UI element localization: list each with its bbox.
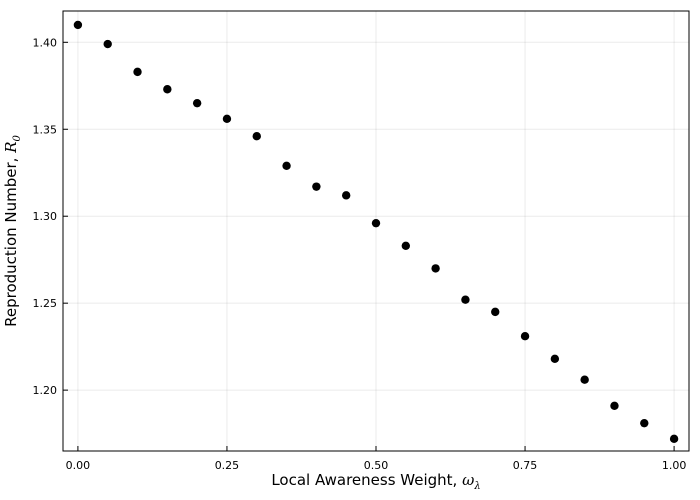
data-point	[610, 401, 619, 410]
data-point	[133, 67, 142, 77]
data-point	[222, 114, 232, 124]
data-point	[103, 39, 112, 49]
data-point	[580, 375, 589, 384]
y-tick-label: 1.25	[33, 297, 58, 310]
data-point	[252, 132, 261, 141]
data-point	[312, 182, 321, 191]
data-point	[192, 98, 202, 108]
y-tick-label: 1.30	[33, 210, 58, 223]
data-point	[669, 434, 679, 444]
data-point	[461, 295, 470, 304]
data-point	[163, 85, 172, 94]
data-point	[282, 161, 291, 170]
y-axis-title: Reproduction Number, R0	[2, 134, 23, 326]
axis-ticks: 0.00 0.25 0.50 0.75 1.00 1.20 1.25 1.30 1.35 1.40	[33, 36, 687, 472]
y-tick-label: 1.40	[33, 36, 58, 49]
data-points	[73, 20, 679, 444]
data-point	[371, 218, 381, 228]
data-point	[431, 264, 440, 273]
grid-lines	[63, 11, 689, 451]
x-tick-label: 0.75	[513, 459, 538, 472]
data-point	[640, 418, 649, 428]
x-tick-label: 1.00	[662, 459, 687, 472]
x-axis-title: Local Awareness Weight, ωλ	[271, 471, 480, 492]
x-tick-label: 0.25	[215, 459, 240, 472]
y-tick-label: 1.35	[33, 123, 58, 136]
data-point	[491, 307, 500, 317]
data-point	[341, 191, 351, 200]
x-tick-label: 0.50	[364, 459, 389, 472]
data-point	[401, 241, 411, 250]
data-point	[550, 354, 560, 364]
data-point	[73, 20, 83, 30]
y-tick-label: 1.20	[33, 384, 58, 397]
x-tick-label: 0.00	[66, 459, 91, 472]
data-point	[520, 332, 530, 341]
